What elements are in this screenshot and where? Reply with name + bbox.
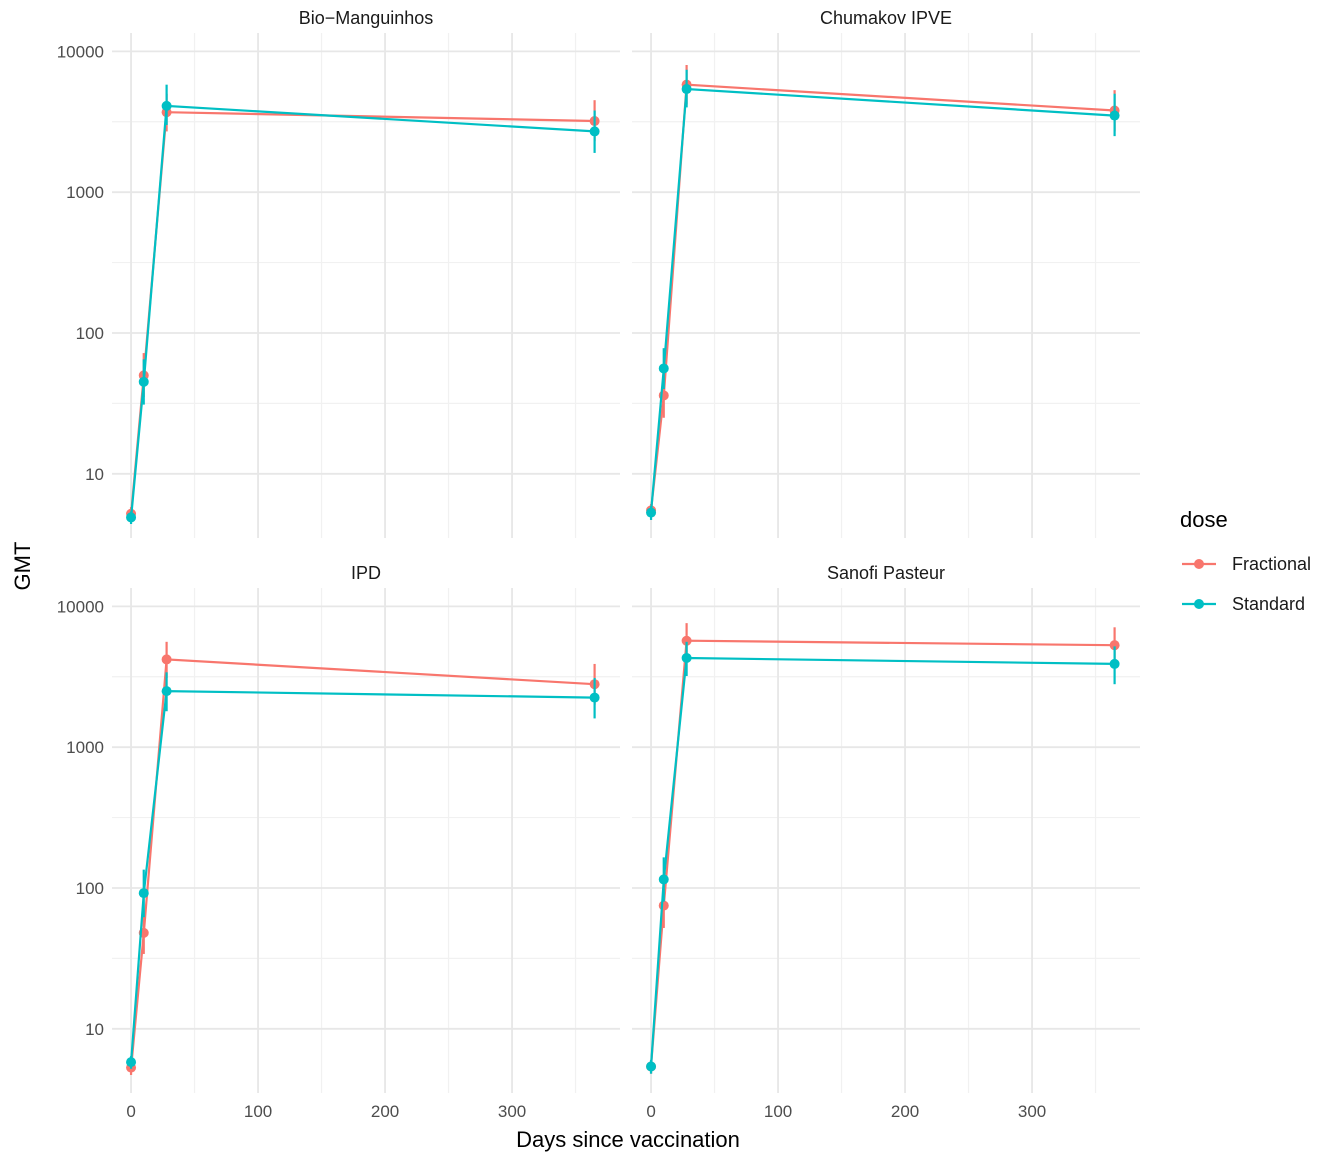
y-axis-title: GMT	[10, 542, 35, 591]
panel-title: Sanofi Pasteur	[827, 563, 945, 583]
series-standard	[646, 641, 1120, 1074]
data-point	[681, 84, 692, 95]
series-line	[649, 639, 1115, 1067]
x-tick-label: 200	[371, 1102, 399, 1121]
data-point	[658, 363, 669, 374]
y-tick-label: 10000	[57, 42, 104, 61]
panel-title: IPD	[351, 563, 381, 583]
series-line	[130, 658, 595, 1068]
y-tick-label: 10000	[57, 597, 104, 616]
data-point	[658, 900, 669, 911]
y-tick-label: 1000	[66, 738, 104, 757]
data-point	[681, 635, 692, 646]
data-point	[126, 512, 137, 523]
series-line	[649, 656, 1115, 1067]
y-tick-label: 100	[76, 324, 104, 343]
x-tick-label: 200	[891, 1102, 919, 1121]
series-standard	[126, 672, 600, 1069]
series-fractional	[646, 64, 1120, 518]
data-point	[138, 376, 149, 387]
legend-key-point	[1194, 599, 1204, 609]
series-line	[130, 104, 595, 518]
series-fractional	[126, 641, 600, 1075]
legend-title: dose	[1180, 507, 1228, 532]
y-tick-label: 100	[76, 879, 104, 898]
y-tick-label: 1000	[66, 183, 104, 202]
data-point	[1109, 110, 1120, 121]
x-axis-title: Days since vaccination	[516, 1127, 740, 1152]
panel-sanofi-pasteur: Sanofi Pasteur 0 100 200 300	[632, 563, 1140, 1121]
x-tick-label: 0	[126, 1102, 135, 1121]
y-tick-label: 10	[85, 1020, 104, 1039]
series-standard	[126, 84, 600, 525]
series-line	[130, 111, 595, 514]
series-line	[649, 87, 1115, 513]
data-point	[681, 652, 692, 663]
data-point	[1109, 640, 1120, 651]
series-line	[649, 83, 1115, 511]
panel-chumakov-ipve: Chumakov IPVE	[632, 8, 1140, 538]
legend: dose Fractional Standard	[1180, 507, 1311, 614]
legend-key-point	[1194, 559, 1204, 569]
panel-ipd: IPD 10 100 1000 10000 0 100 200 300	[57, 563, 620, 1121]
x-tick-label: 300	[498, 1102, 526, 1121]
x-tick-label: 100	[244, 1102, 272, 1121]
data-point	[161, 100, 172, 111]
data-point	[126, 1057, 137, 1068]
legend-label-standard: Standard	[1232, 594, 1305, 614]
panel-bio-manguinhos: Bio−Manguinhos 10 100 1000 10000	[57, 8, 620, 538]
x-tick-label: 300	[1018, 1102, 1046, 1121]
panel-title: Chumakov IPVE	[820, 8, 952, 28]
data-point	[1109, 658, 1120, 669]
data-point	[138, 888, 149, 899]
series-line	[130, 689, 595, 1063]
series-standard	[646, 69, 1120, 520]
data-point	[161, 654, 172, 665]
series-fractional	[126, 93, 600, 522]
series-fractional	[646, 623, 1120, 1074]
data-point	[658, 874, 669, 885]
data-point	[589, 126, 600, 137]
y-tick-label: 10	[85, 465, 104, 484]
data-point	[646, 1061, 657, 1072]
x-tick-label: 0	[646, 1102, 655, 1121]
data-point	[161, 686, 172, 697]
x-tick-label: 100	[764, 1102, 792, 1121]
panel-title: Bio−Manguinhos	[299, 8, 434, 28]
data-point	[646, 507, 657, 518]
data-point	[589, 692, 600, 703]
legend-label-fractional: Fractional	[1232, 554, 1311, 574]
